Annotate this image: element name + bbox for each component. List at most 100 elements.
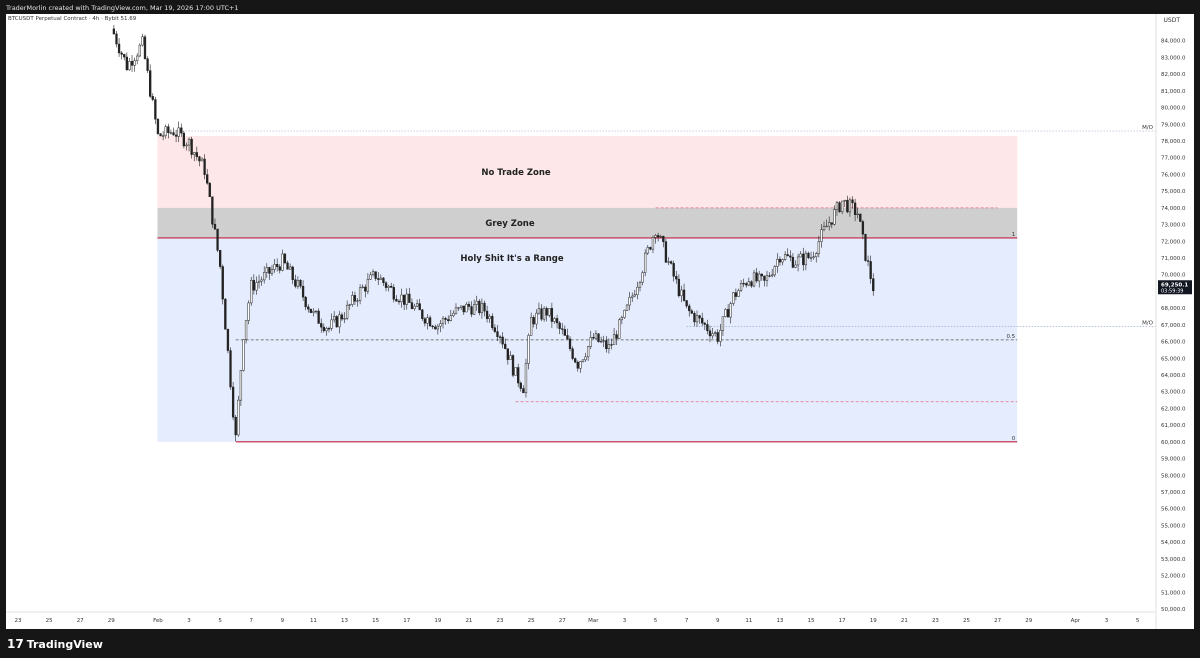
candle-body [268,267,271,274]
candle-body [641,272,644,283]
candle-body [695,315,699,323]
candle-body [237,399,240,436]
candle-body [846,199,849,213]
price-tick-label: 50,000.0 [1161,607,1186,613]
candle-body [659,235,662,238]
candle-body [631,295,634,298]
date-tick-label: 3 [187,618,191,624]
candle-body [408,293,411,303]
candle-body [724,309,727,317]
candle-body [320,323,323,328]
candle-body [304,296,307,308]
date-tick-label: 9 [281,618,285,624]
candle-body [288,266,292,270]
symbol-info[interactable]: BTCUSDT Perpetual Contract · 4h · Bybit … [8,16,136,22]
candle-body [206,174,209,184]
candle-body [719,330,722,342]
candle-body [226,328,230,351]
candle-body [390,285,393,288]
candle-body [581,359,585,362]
candle-body [667,261,670,263]
candle-body [156,118,160,134]
candle-body [861,221,865,235]
candle-body [869,261,872,279]
date-tick-label: 7 [250,618,254,624]
candle-body [726,309,730,318]
candle-body [257,280,261,283]
candle-body [592,337,595,339]
price-tick-label: 70,000.0 [1161,273,1186,279]
date-tick-label: 27 [559,618,566,624]
candle-body [447,319,450,321]
candle-body [587,346,590,358]
level-label: 1 [1012,232,1016,238]
candle-body [159,133,162,137]
candle-body [685,300,688,307]
date-tick-label: 9 [716,618,720,624]
price-tick-label: 57,000.0 [1161,490,1186,496]
candle-body [612,334,616,345]
candle-body [765,275,769,281]
price-tick-label: 53,000.0 [1161,557,1186,563]
chart-pane[interactable]: BTCUSDT Perpetual Contract · 4h · Bybit … [6,14,1194,629]
candle-body [149,70,152,97]
candle-body [615,334,618,339]
candle-body [711,333,714,337]
candle-body [434,326,437,330]
candle-body [799,253,802,258]
candle-body [472,304,476,315]
candle-body [185,144,188,147]
price-tick-label: 56,000.0 [1161,507,1186,513]
candle-body [216,228,219,251]
candle-body [734,292,738,297]
candle-body [224,298,227,330]
price-tick-label: 81,000.0 [1161,89,1186,95]
last-price-badge [1158,280,1192,295]
candle-body [255,282,258,291]
candle-body [405,293,408,305]
candle-body [467,303,471,307]
tradingview-logo[interactable]: 17 TradingView [7,637,103,651]
price-tick-label: 80,000.0 [1161,106,1186,112]
date-tick-label: 25 [528,618,535,624]
candle-body [491,316,494,328]
date-tick-label: 3 [623,618,627,624]
candle-body [742,282,745,285]
price-tick-label: 74,000.0 [1161,206,1186,212]
price-chart[interactable]: No Trade Zone Grey Zone Holy Shit It's a R… [6,14,1194,629]
candle-body [465,303,468,313]
candle-body [680,289,683,297]
candle-body [817,241,820,254]
candle-body [265,267,268,273]
price-tick-label: 77,000.0 [1161,156,1186,162]
candle-body [208,182,211,198]
candle-body [838,202,841,213]
date-tick-label: Apr [1071,618,1081,624]
candle-body [511,355,515,376]
candle-body [530,317,533,336]
candle-body [496,331,499,338]
candle-body [698,315,701,319]
date-tick-label: 29 [1025,618,1032,624]
candle-body [669,261,673,264]
candle-body [439,323,442,327]
candle-body [664,241,668,263]
candle-body [164,126,167,136]
candle-body [672,263,675,277]
candle-body [597,333,600,343]
candle-body [136,55,139,61]
candle-body [594,333,598,339]
candle-body [519,382,522,389]
candle-body [488,316,491,319]
candle-body [340,314,344,320]
candle-body [545,308,548,316]
candle-body [294,279,297,287]
candle-body [480,302,484,314]
candle-body [807,252,810,259]
candle-body [771,274,774,277]
price-tick-label: 68,000.0 [1161,306,1186,312]
candle-body [693,312,696,323]
candle-body [291,266,294,280]
candle-body [527,335,530,364]
candles [112,25,875,442]
